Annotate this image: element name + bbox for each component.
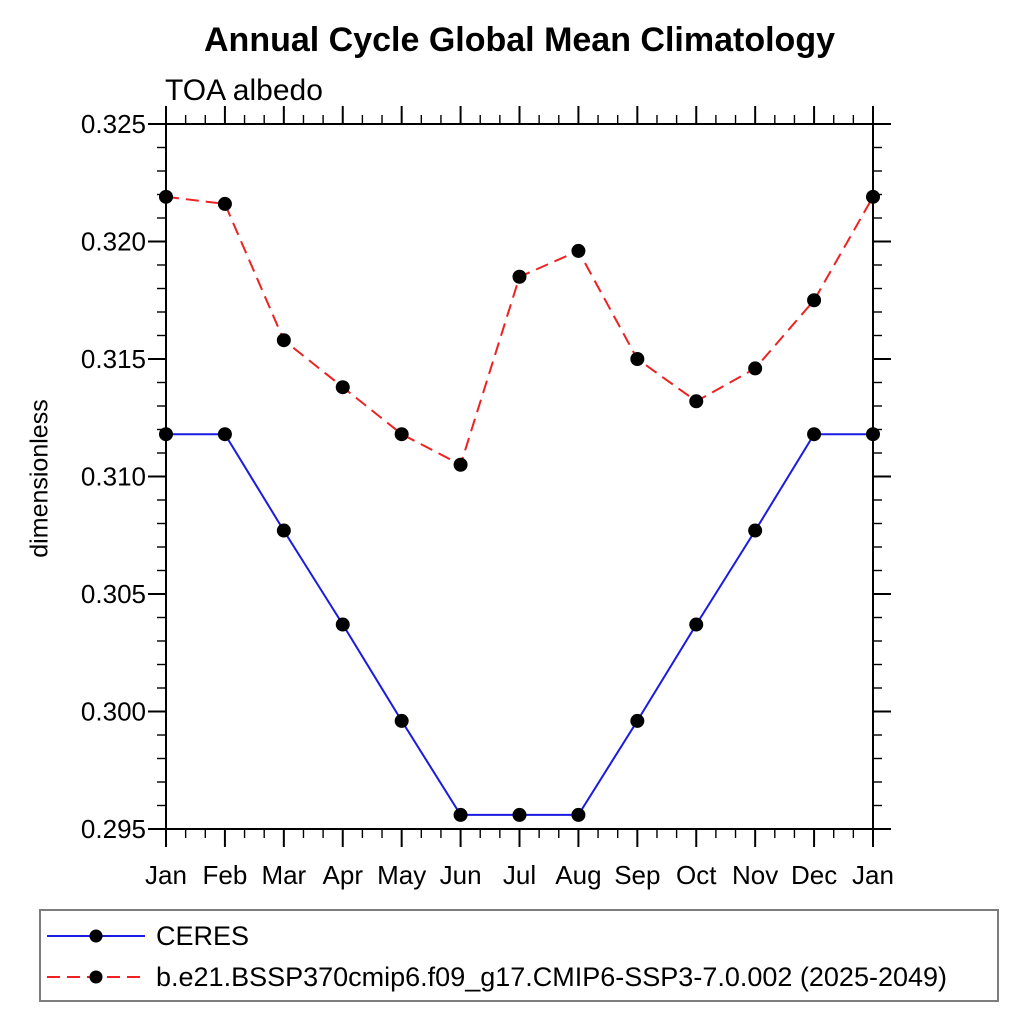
y-tick-label: 0.315	[81, 344, 146, 374]
model-line-swatch-icon	[47, 970, 145, 984]
data-marker-dot	[630, 713, 645, 728]
legend-label-model: b.e21.BSSP370cmip6.f09_g17.CMIP6-SSP3-7.…	[156, 962, 948, 992]
data-marker-dot	[217, 427, 232, 442]
ceres-series-line	[166, 433, 873, 816]
data-marker-dot	[748, 523, 763, 538]
data-marker-dot	[512, 807, 527, 822]
data-marker-dot	[571, 807, 586, 822]
y-tick-label: 0.300	[81, 697, 146, 727]
data-marker-dot	[335, 380, 350, 395]
data-marker-dot	[807, 293, 822, 308]
data-marker-dot	[159, 427, 173, 442]
data-marker-dot	[394, 713, 409, 728]
data-marker-dot	[689, 394, 704, 409]
data-marker-dot	[453, 807, 468, 822]
x-tick-label: Dec	[791, 860, 837, 890]
x-tick-label: Oct	[676, 860, 717, 890]
y-tick-label: 0.325	[81, 109, 146, 139]
marker-dot-icon	[89, 929, 103, 943]
data-marker-dot	[217, 196, 232, 211]
x-tick-label: Jan	[145, 860, 187, 890]
ceres-line-swatch-icon	[47, 929, 145, 943]
data-marker-dot	[689, 617, 704, 632]
data-marker-dot	[807, 427, 822, 442]
legend-item-ceres: CERES	[41, 922, 249, 950]
data-marker-dot	[571, 243, 586, 258]
legend: CERES b.e21.BSSP370cmip6.f09_g17.CMIP6-S…	[39, 909, 999, 1002]
x-tick-label: Sep	[614, 860, 660, 890]
data-marker-dot	[748, 361, 763, 376]
x-tick-label: May	[377, 860, 426, 890]
data-marker-dot	[866, 427, 880, 442]
x-tick-label: Jan	[852, 860, 894, 890]
y-tick-label: 0.305	[81, 579, 146, 609]
y-tick-label: 0.310	[81, 462, 146, 492]
y-tick-label: 0.320	[81, 227, 146, 257]
x-tick-label: Jul	[503, 860, 536, 890]
data-marker-dot	[159, 189, 173, 204]
data-marker-dot	[630, 352, 645, 366]
marker-dot-icon	[89, 970, 103, 984]
model-series-line	[165, 195, 874, 467]
x-tick-label: Nov	[732, 860, 778, 890]
x-tick-label: Mar	[261, 860, 306, 890]
x-tick-label: Jun	[440, 860, 482, 890]
legend-label-ceres: CERES	[156, 921, 250, 951]
y-tick-label: 0.295	[81, 814, 146, 844]
data-marker-dot	[866, 189, 880, 204]
x-tick-label: Feb	[203, 860, 248, 890]
x-tick-label: Aug	[555, 860, 601, 890]
data-marker-dot	[512, 269, 527, 284]
data-marker-dot	[335, 617, 350, 632]
data-marker-dot	[453, 457, 468, 472]
data-marker-dot	[276, 523, 291, 538]
x-tick-label: Apr	[323, 860, 364, 890]
legend-item-model: b.e21.BSSP370cmip6.f09_g17.CMIP6-SSP3-7.…	[41, 963, 947, 991]
chart-subtitle: TOA albedo	[165, 74, 323, 107]
data-marker-dot	[276, 333, 291, 348]
chart-title: Annual Cycle Global Mean Climatology	[204, 21, 835, 59]
data-marker-dot	[394, 427, 409, 442]
